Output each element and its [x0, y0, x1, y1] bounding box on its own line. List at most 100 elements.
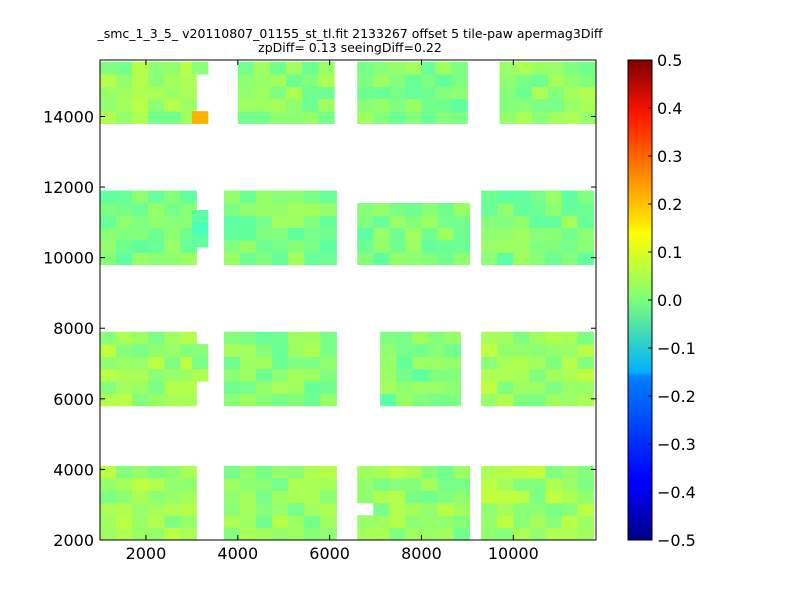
heatmap-cell: [396, 356, 413, 370]
heatmap-cell: [435, 98, 452, 112]
heatmap-cell: [288, 381, 305, 394]
heatmap-cell: [164, 61, 181, 75]
heatmap-cell: [148, 393, 165, 407]
heatmap-cell: [561, 527, 579, 541]
heatmap-cell: [373, 478, 390, 491]
heatmap-cell: [148, 252, 165, 266]
heatmap-cell: [529, 393, 546, 407]
heatmap-cell: [577, 240, 595, 253]
heatmap-cell: [304, 190, 321, 204]
heatmap-cell: [237, 61, 255, 75]
heatmap-cell: [256, 356, 273, 370]
heatmap-cell: [412, 381, 429, 394]
heatmap-cell: [256, 465, 273, 479]
heatmap-cell: [561, 331, 579, 345]
heatmap-cell: [180, 527, 197, 541]
heatmap-cell: [357, 240, 374, 253]
heatmap-cell: [116, 465, 133, 479]
heatmap-cell: [224, 331, 241, 345]
heatmap-cell: [513, 190, 530, 204]
heatmap-cell: [389, 240, 406, 253]
heatmap-cell: [191, 210, 209, 223]
chart-subtitle: zpDiff= 0.13 seeingDiff=0.22: [258, 40, 442, 55]
heatmap-cell: [180, 490, 197, 504]
heatmap-cell: [304, 331, 321, 345]
heatmap-cell: [256, 240, 273, 253]
heatmap-cell: [579, 61, 597, 75]
heatmap-cell: [256, 252, 273, 266]
heatmap-cell: [405, 61, 422, 75]
heatmap-cell: [304, 344, 321, 357]
heatmap-cell: [437, 465, 455, 479]
heatmap-cell: [405, 202, 422, 216]
heatmap-cell: [405, 215, 422, 229]
heatmap-cell: [180, 74, 197, 87]
colorbar-tick-label: 0.0: [657, 291, 682, 310]
heatmap-cell: [224, 515, 241, 529]
heatmap-cell: [412, 368, 429, 382]
heatmap-cell: [240, 202, 257, 216]
heatmap-cell: [132, 86, 149, 100]
heatmap-cell: [481, 227, 498, 241]
heatmap-cell: [481, 202, 498, 216]
heatmap-cell: [116, 515, 133, 529]
heatmap-cell: [288, 368, 305, 382]
heatmap-cell: [545, 490, 562, 504]
heatmap-cell: [577, 227, 595, 241]
heatmap-cell: [288, 356, 305, 370]
heatmap-cell: [561, 490, 579, 504]
heatmap-cell: [116, 331, 133, 345]
heatmap-cell: [428, 368, 445, 382]
heatmap-cell: [529, 478, 546, 491]
heatmap-cell: [529, 490, 546, 504]
heatmap-cell: [256, 202, 273, 216]
heatmap-cell: [357, 515, 374, 529]
heatmap-cell: [513, 215, 530, 229]
heatmap-cell: [272, 227, 289, 241]
heatmap-cell: [180, 502, 197, 516]
x-tick-label: 8000: [401, 544, 442, 563]
heatmap-cell: [497, 368, 514, 382]
heatmap-cell: [164, 227, 181, 241]
heatmap-cell: [164, 74, 181, 87]
heatmap-cell: [531, 86, 549, 100]
heatmap-cell: [405, 98, 422, 112]
heatmap-cell: [529, 215, 546, 229]
heatmap-cell: [497, 393, 514, 407]
heatmap-cell: [288, 490, 305, 504]
heatmap-cell: [481, 490, 498, 504]
heatmap-cell: [180, 331, 197, 345]
heatmap-cell: [561, 356, 579, 370]
heatmap-cell: [164, 202, 181, 216]
heatmap-cell: [148, 344, 165, 357]
heatmap-cell: [191, 368, 209, 382]
heatmap-cell: [481, 393, 498, 407]
heatmap-cell: [224, 393, 241, 407]
heatmap-cell: [421, 252, 438, 266]
heatmap-cell: [357, 74, 374, 87]
heatmap-cell: [320, 465, 337, 479]
heatmap-cell: [100, 527, 117, 541]
heatmap-cell: [180, 252, 197, 266]
heatmap-cell: [272, 215, 289, 229]
heatmap-cell: [148, 61, 165, 75]
heatmap-cell: [288, 202, 305, 216]
heatmap-cell: [451, 61, 468, 75]
heatmap-cell: [444, 344, 461, 357]
heatmap-cell: [320, 215, 337, 229]
heatmap-cell: [380, 356, 397, 370]
heatmap-cell: [148, 240, 165, 253]
heatmap-cell: [396, 331, 413, 345]
heatmap-cell: [100, 74, 117, 87]
heatmap-cell: [545, 478, 562, 491]
heatmap-cell: [304, 368, 321, 382]
heatmap-cell: [481, 381, 498, 394]
heatmap-cell: [577, 215, 595, 229]
heatmap-cell: [451, 86, 468, 100]
heatmap-cell: [561, 240, 579, 253]
heatmap-cell: [531, 98, 549, 112]
heatmap-cell: [164, 240, 181, 253]
heatmap-cell: [453, 515, 471, 529]
heatmap-cell: [132, 465, 149, 479]
heatmap-cell: [224, 465, 241, 479]
